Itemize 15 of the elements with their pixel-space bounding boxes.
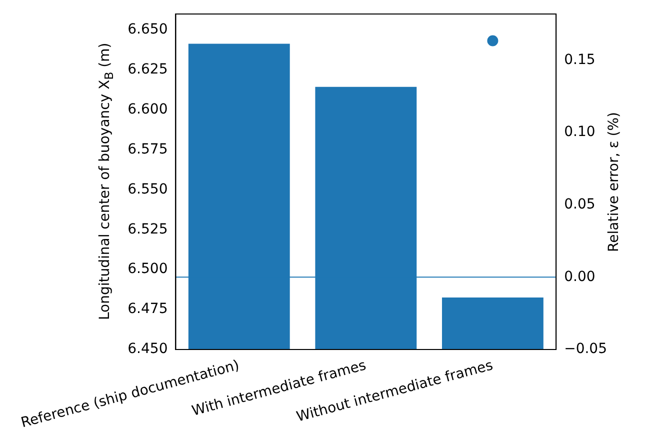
y2-axis-title: Relative error, ε (%) [606,112,622,252]
y2-tick-label: 0.00 [564,268,596,285]
y-tick-label: 6.575 [128,141,168,158]
y-tick-label: 6.500 [128,261,168,278]
y2-tick-label: −0.05 [564,341,608,358]
y-tick-label: 6.650 [128,22,168,38]
y-tick-label: 6.550 [128,181,168,198]
y-tick-label: 6.600 [128,101,168,118]
y2-tick-label: 0.05 [564,196,596,213]
y-tick-label: 6.525 [128,221,168,238]
y2-tick-label: 0.15 [564,52,596,68]
y-tick-label: 6.625 [128,62,168,78]
y2-tick-label: 0.10 [564,124,596,140]
y-tick-label: 6.450 [128,341,168,358]
y-tick-label: 6.475 [128,301,168,318]
